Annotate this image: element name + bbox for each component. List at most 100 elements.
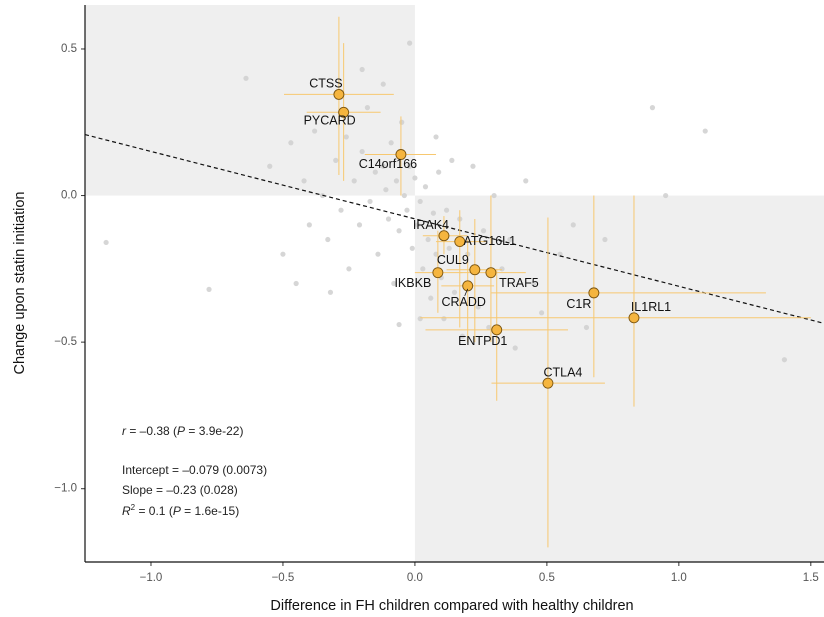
annotation-part: P: [177, 424, 185, 438]
highlight-point: [485, 267, 497, 279]
background-point: [375, 251, 381, 257]
background-point: [367, 198, 373, 205]
x-axis-title: Difference in FH children compared with …: [270, 598, 633, 614]
highlight-point: [469, 264, 481, 276]
background-point: [449, 157, 455, 163]
y-tick-label: 0.5: [61, 43, 77, 55]
y-axis-title: Change upon statin initiation: [12, 192, 28, 375]
highlight-point: [333, 88, 345, 100]
highlight-point: [438, 230, 450, 242]
highlight-point: [395, 149, 407, 160]
background-point: [443, 207, 450, 213]
background-point: [451, 289, 458, 295]
background-point: [538, 310, 545, 316]
annotation-part: Intercept = –0.079 (0.0073): [122, 463, 267, 477]
annotation-part: R: [122, 504, 131, 518]
background-point: [663, 192, 669, 199]
background-point: [383, 187, 389, 193]
background-point: [491, 192, 497, 199]
background-point: [420, 266, 426, 272]
background-point: [288, 140, 294, 146]
background-point: [359, 66, 365, 73]
background-point: [327, 289, 334, 295]
background-point: [338, 207, 344, 213]
background-point: [343, 134, 349, 140]
point-label: CTLA4: [543, 365, 582, 379]
quadrant: [85, 5, 415, 196]
y-tick-label: −0.5: [54, 336, 77, 348]
background-point: [480, 228, 487, 234]
annotation: R2 = 0.1 (P = 1.6e-15): [122, 503, 239, 519]
background-point: [404, 207, 410, 213]
background-point: [475, 304, 481, 310]
x-tick-label: 1.5: [803, 572, 819, 584]
annotation-part: r: [122, 424, 127, 438]
background-point: [414, 222, 421, 228]
x-tick-label: 0.5: [539, 572, 555, 584]
background-point: [570, 222, 576, 228]
x-tick-label: −0.5: [272, 572, 295, 584]
annotation-part: P: [173, 504, 181, 518]
highlight-point: [338, 106, 350, 118]
background-point: [401, 192, 407, 199]
background-point: [393, 178, 400, 184]
annotation-part: = 1.6e-15): [181, 504, 239, 518]
x-tick-label: 0.0: [407, 572, 423, 584]
background-point: [486, 324, 492, 331]
background-point: [433, 251, 439, 257]
background-point: [436, 169, 442, 175]
annotation-part: 2: [131, 503, 136, 512]
point-label: PYCARD: [304, 114, 356, 128]
point-label: CRADD: [441, 295, 485, 309]
background-point: [380, 163, 386, 169]
annotation: Intercept = –0.079 (0.0073): [122, 463, 267, 477]
annotation-part: = –0.38 (: [126, 424, 177, 438]
background-point: [417, 316, 423, 322]
background-point: [702, 128, 708, 134]
background-point: [372, 169, 378, 175]
background-point: [583, 324, 590, 331]
annotation-part: Slope = –0.23 (0.028): [122, 483, 238, 497]
background-point: [470, 163, 476, 169]
highlight-point: [432, 267, 444, 279]
background-point: [346, 266, 352, 272]
background-point: [417, 198, 423, 205]
background-point: [531, 280, 537, 287]
annotation-part: = 0.1 (: [135, 504, 173, 518]
annotation: r = –0.38 (P = 3.9e-22): [122, 424, 243, 438]
background-point: [407, 163, 413, 169]
background-point: [388, 140, 394, 146]
background-point: [356, 222, 363, 228]
point-label: TRAF5: [499, 276, 539, 290]
highlight-point: [454, 236, 466, 248]
highlight-point: [628, 312, 640, 324]
background-point: [312, 128, 318, 134]
background-point: [293, 280, 299, 287]
background-point: [399, 119, 405, 125]
background-point: [325, 236, 331, 243]
background-point: [385, 216, 392, 222]
background-point: [499, 266, 505, 272]
background-point: [306, 222, 312, 228]
background-point: [430, 210, 436, 216]
highlight-point: [462, 280, 474, 292]
background-point: [557, 251, 563, 257]
background-point: [409, 245, 415, 251]
highlight-point: [542, 377, 554, 389]
background-point: [280, 251, 286, 257]
highlight-point: [491, 324, 503, 336]
background-point: [396, 228, 402, 234]
point-label: IRAK4: [413, 218, 449, 232]
background-point: [523, 178, 529, 184]
background-point: [391, 280, 397, 287]
annotation-part: = 3.9e-22): [185, 424, 243, 438]
background-point: [103, 239, 109, 246]
y-tick-label: −1.0: [54, 483, 77, 495]
background-point: [333, 157, 339, 163]
point-label: C14orf166: [359, 157, 417, 171]
background-point: [380, 81, 386, 87]
x-tick-label: 1.0: [671, 572, 687, 584]
background-point: [396, 321, 402, 328]
background-point: [512, 345, 518, 351]
background-point: [459, 333, 466, 339]
